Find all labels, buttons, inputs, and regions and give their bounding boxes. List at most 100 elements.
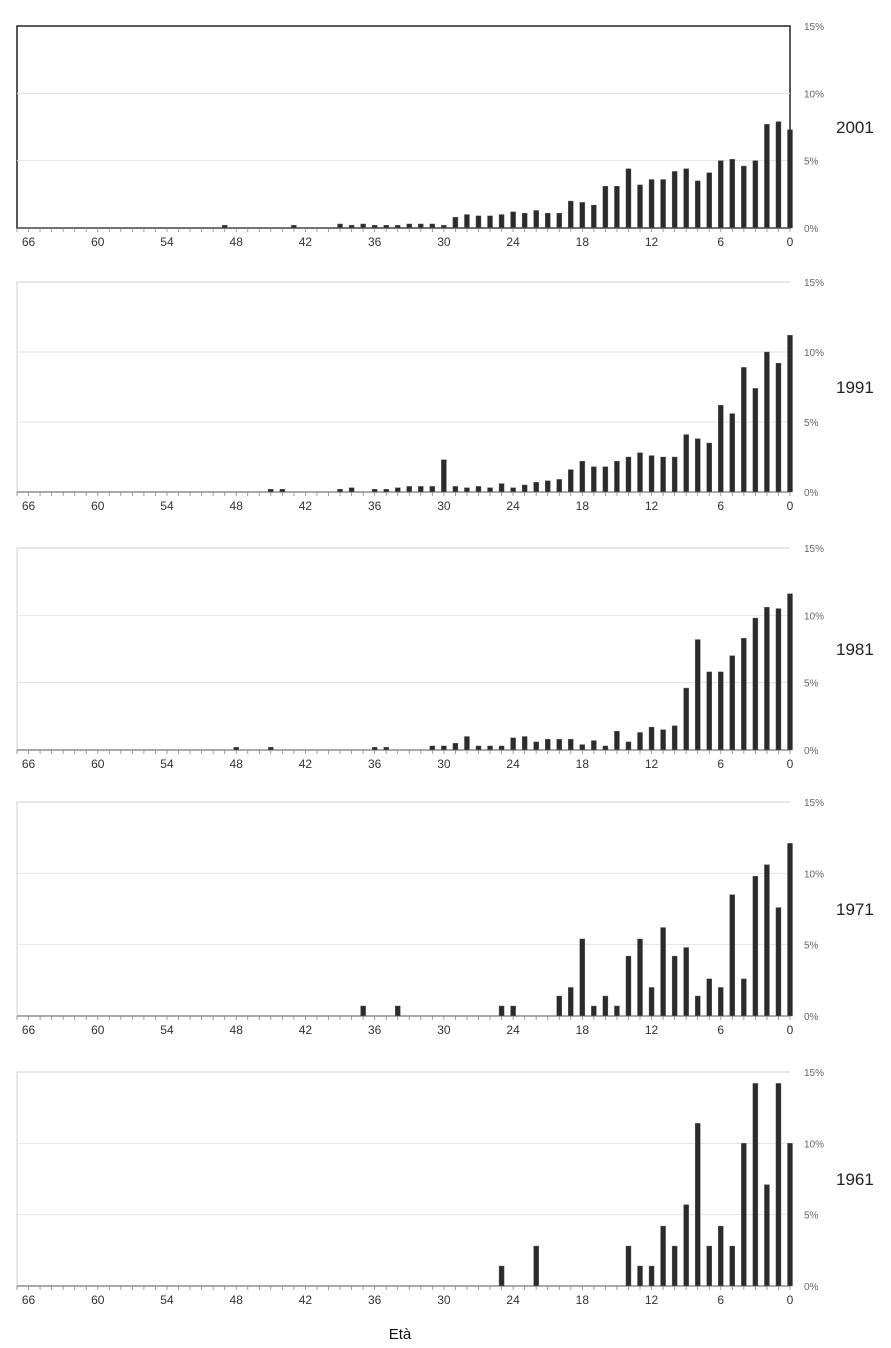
bar [591, 741, 596, 750]
series-label: 1971 [836, 900, 874, 919]
x-tick-label: 66 [22, 1293, 36, 1307]
bar [741, 166, 746, 228]
series-label: 1991 [836, 378, 874, 397]
y-tick-label: 5% [804, 1211, 819, 1222]
x-tick-label: 30 [437, 757, 451, 771]
bar [753, 1083, 758, 1286]
bar [718, 987, 723, 1016]
bar [626, 742, 631, 750]
bar [522, 213, 527, 228]
bar [753, 161, 758, 228]
y-tick-label: 10% [804, 611, 824, 622]
bar [534, 1246, 539, 1286]
x-tick-label: 6 [717, 1293, 724, 1307]
bar [499, 484, 504, 492]
bar [764, 124, 769, 228]
bar [511, 488, 516, 492]
bar [568, 201, 573, 228]
bar [695, 640, 700, 750]
x-tick-label: 24 [506, 1293, 520, 1307]
bar [557, 479, 562, 492]
bar [730, 159, 735, 228]
y-tick-label: 0% [804, 224, 819, 235]
bar [522, 485, 527, 492]
bar [695, 996, 700, 1016]
bar [568, 739, 573, 750]
bar [649, 987, 654, 1016]
bar [464, 737, 469, 750]
bar [603, 746, 608, 750]
bar [441, 460, 446, 492]
bar [534, 210, 539, 228]
x-tick-label: 42 [299, 1023, 313, 1037]
bar [614, 186, 619, 228]
y-tick-label: 15% [804, 1068, 824, 1079]
bar [788, 335, 793, 492]
x-tick-label: 24 [506, 1023, 520, 1037]
bar [764, 607, 769, 750]
x-tick-label: 30 [437, 235, 451, 249]
x-tick-label: 18 [576, 499, 590, 513]
x-tick-label: 42 [299, 1293, 313, 1307]
x-tick-label: 36 [368, 499, 382, 513]
bar [753, 618, 758, 750]
x-tick-label: 48 [230, 1023, 244, 1037]
bar [684, 948, 689, 1016]
x-tick-label: 60 [91, 235, 105, 249]
bar [707, 979, 712, 1016]
bar [776, 1083, 781, 1286]
bar [684, 169, 689, 228]
x-tick-label: 42 [299, 235, 313, 249]
x-tick-label: 0 [787, 1023, 794, 1037]
bar [545, 481, 550, 492]
bar [764, 352, 769, 492]
x-tick-label: 24 [506, 235, 520, 249]
bar [395, 1006, 400, 1016]
bar [603, 996, 608, 1016]
bar [707, 443, 712, 492]
x-tick-label: 24 [506, 499, 520, 513]
bar [776, 363, 781, 492]
bar [718, 161, 723, 228]
bar [557, 213, 562, 228]
x-tick-label: 30 [437, 1293, 451, 1307]
bar [684, 688, 689, 750]
bar [488, 746, 493, 750]
y-tick-label: 10% [804, 89, 824, 100]
bar [741, 979, 746, 1016]
bar [753, 876, 758, 1016]
x-tick-label: 6 [717, 235, 724, 249]
bar [707, 1246, 712, 1286]
x-tick-label: 18 [576, 1293, 590, 1307]
bar [499, 746, 504, 750]
bar [638, 1266, 643, 1286]
bar [649, 456, 654, 492]
bar [430, 746, 435, 750]
bar [488, 216, 493, 228]
x-tick-label: 12 [645, 757, 659, 771]
y-tick-label: 15% [804, 798, 824, 809]
x-tick-label: 12 [645, 499, 659, 513]
bar [707, 672, 712, 750]
bar [672, 457, 677, 492]
bar [499, 1266, 504, 1286]
bar [361, 224, 366, 228]
y-tick-label: 10% [804, 348, 824, 359]
bar [661, 730, 666, 750]
x-tick-label: 54 [160, 757, 174, 771]
x-tick-label: 6 [717, 1023, 724, 1037]
bar [684, 435, 689, 492]
bar [476, 746, 481, 750]
bar [614, 461, 619, 492]
y-tick-label: 5% [804, 418, 819, 429]
bar [638, 453, 643, 492]
bar [476, 486, 481, 492]
bar [718, 1226, 723, 1286]
bar [580, 745, 585, 750]
bar [349, 488, 354, 492]
bar [638, 939, 643, 1016]
